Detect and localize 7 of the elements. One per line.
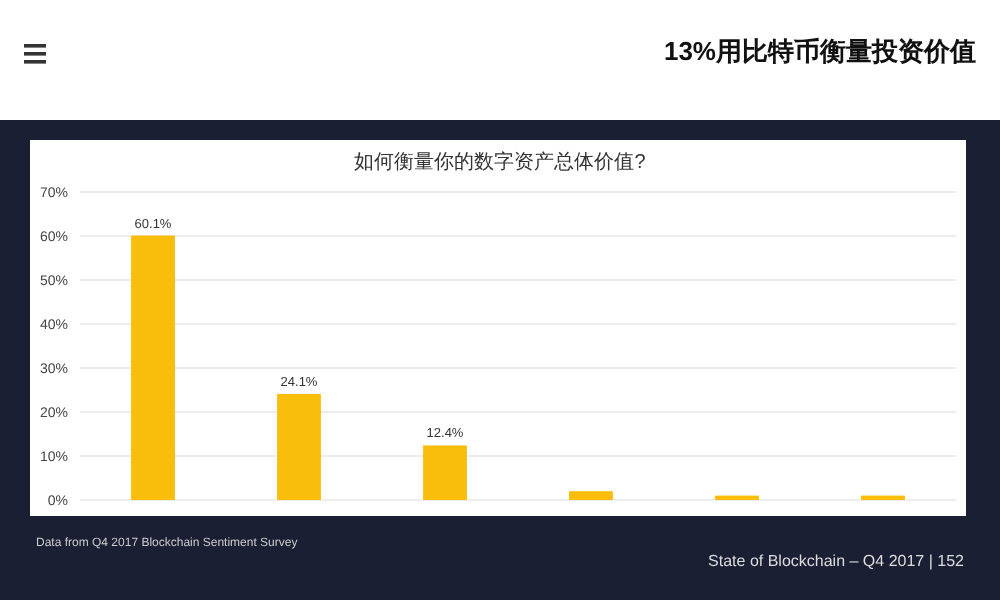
bar: [277, 393, 321, 500]
bar: [131, 235, 175, 500]
text: State of Blockchain – Q4 2017 | 152: [708, 552, 966, 570]
chart-title: 如何衡量你的数字资产总体价值?: [354, 150, 647, 174]
bar: [423, 445, 467, 500]
bar: [569, 491, 613, 500]
text: 13%用比特币衡量投资价值: [663, 36, 976, 66]
